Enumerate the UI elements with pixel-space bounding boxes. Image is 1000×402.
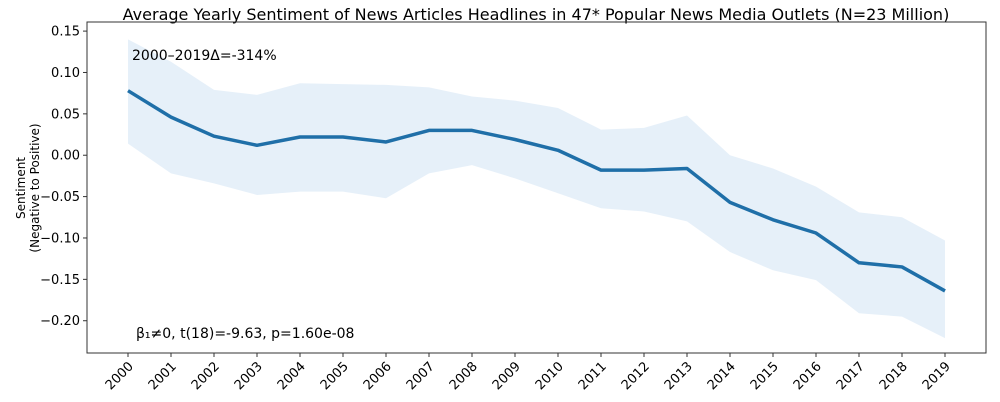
confidence-band bbox=[128, 39, 945, 339]
annotation-delta: 2000–2019Δ=-314% bbox=[132, 48, 277, 64]
x-tick-label: 2016 bbox=[791, 359, 825, 393]
y-axis-label-1: Sentiment bbox=[14, 157, 28, 219]
x-tick-label: 2005 bbox=[318, 359, 352, 393]
y-tick-label: 0.15 bbox=[51, 25, 80, 40]
x-tick-label: 2014 bbox=[705, 359, 739, 393]
x-tick-label: 2010 bbox=[533, 359, 567, 393]
y-tick-label: 0.05 bbox=[51, 107, 80, 122]
x-tick-label: 2013 bbox=[662, 359, 696, 393]
x-tick-label: 2000 bbox=[103, 359, 137, 393]
x-tick-label: 2009 bbox=[490, 359, 524, 393]
series-line bbox=[127, 89, 946, 293]
y-tick-label: −0.20 bbox=[40, 314, 80, 329]
annotation-regression: β₁≠0, t(18)=-9.63, p=1.60e-08 bbox=[136, 326, 354, 342]
y-tick-label: 0.10 bbox=[51, 66, 80, 81]
x-tick-label: 2001 bbox=[146, 359, 180, 393]
x-tick-label: 2018 bbox=[877, 359, 911, 393]
y-tick-label: −0.15 bbox=[40, 273, 80, 288]
x-tick-label: 2011 bbox=[576, 359, 610, 393]
x-tick-label: 2012 bbox=[619, 359, 653, 393]
y-tick-label: 0.00 bbox=[51, 149, 80, 164]
x-tick-label: 2003 bbox=[232, 359, 266, 393]
y-axis-label-2: (Negative to Positive) bbox=[28, 123, 42, 252]
x-tick-label: 2004 bbox=[275, 359, 309, 393]
x-tick-label: 2006 bbox=[361, 359, 395, 393]
plot-frame bbox=[86, 21, 987, 354]
x-tick-label: 2015 bbox=[748, 359, 782, 393]
y-tick-label: −0.05 bbox=[40, 190, 80, 205]
x-tick-label: 2002 bbox=[189, 359, 223, 393]
x-tick-label: 2007 bbox=[404, 359, 438, 393]
x-tick-label: 2017 bbox=[834, 359, 868, 393]
x-tick-label: 2019 bbox=[920, 359, 954, 393]
x-tick-label: 2008 bbox=[447, 359, 481, 393]
y-tick-label: −0.10 bbox=[40, 231, 80, 246]
chart-title: Average Yearly Sentiment of News Article… bbox=[123, 5, 950, 24]
